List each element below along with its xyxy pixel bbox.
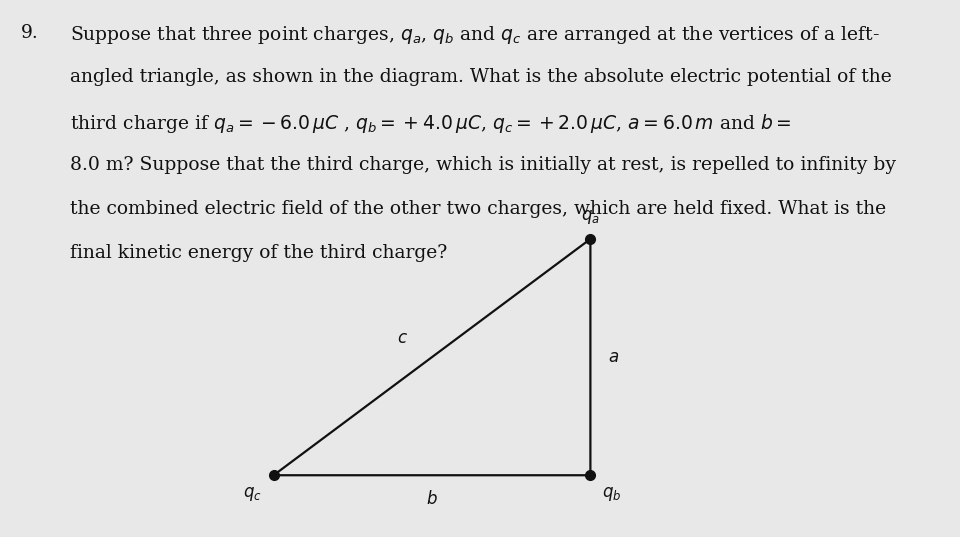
Text: third charge if $q_a = -6.0\,\mu C$ , $q_b = +4.0\,\mu C$, $q_c = +2.0\,\mu C$, : third charge if $q_a = -6.0\,\mu C$ , $q… [70,112,792,135]
Text: final kinetic energy of the third charge?: final kinetic energy of the third charge… [70,244,447,263]
Text: $c$: $c$ [397,330,408,347]
Text: $q_c$: $q_c$ [243,485,262,503]
Text: the combined electric field of the other two charges, which are held fixed. What: the combined electric field of the other… [70,200,886,219]
Text: Suppose that three point charges, $q_a$, $q_b$ and $q_c$ are arranged at the ver: Suppose that three point charges, $q_a$,… [70,24,880,46]
Text: $b$: $b$ [426,490,438,509]
Text: $q_b$: $q_b$ [602,485,621,503]
Text: 8.0 m? Suppose that the third charge, which is initially at rest, is repelled to: 8.0 m? Suppose that the third charge, wh… [70,156,896,175]
Text: angled triangle, as shown in the diagram. What is the absolute electric potentia: angled triangle, as shown in the diagram… [70,68,892,86]
Text: 9.: 9. [21,24,38,42]
Text: $a$: $a$ [608,349,619,366]
Text: $q_a$: $q_a$ [581,207,600,226]
